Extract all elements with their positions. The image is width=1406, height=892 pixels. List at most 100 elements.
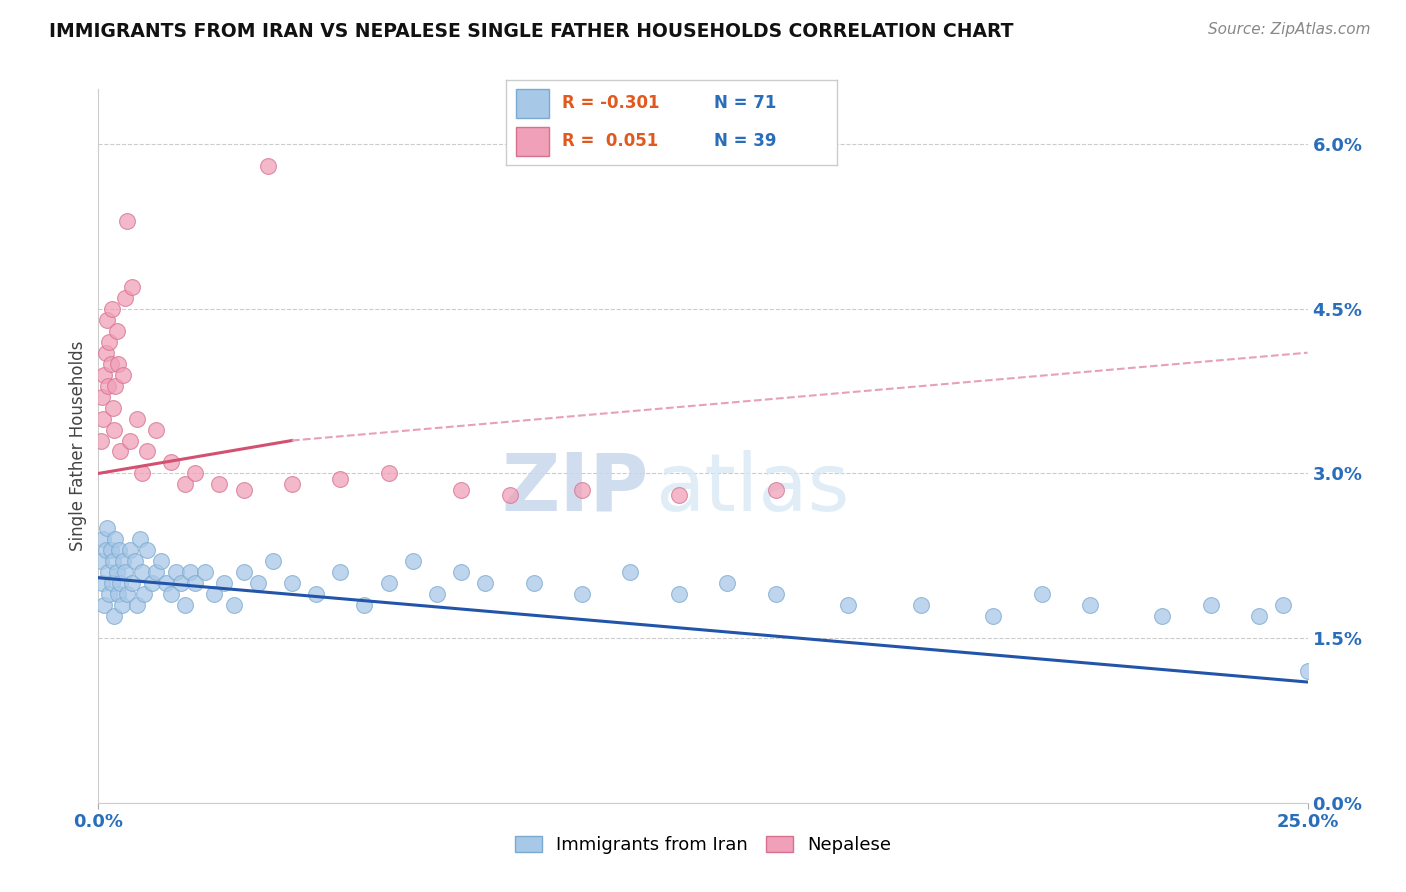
- Text: N = 39: N = 39: [714, 132, 778, 150]
- Point: [101, 401, 124, 415]
- Point: [93, 598, 115, 612]
- Point: [450, 566, 472, 580]
- Text: R = -0.301: R = -0.301: [562, 95, 659, 112]
- Text: R =  0.051: R = 0.051: [562, 132, 658, 150]
- Point: [145, 566, 167, 580]
- Point: [127, 598, 149, 612]
- Point: [571, 587, 593, 601]
- FancyBboxPatch shape: [516, 89, 550, 118]
- Point: [208, 477, 231, 491]
- Text: Source: ZipAtlas.com: Source: ZipAtlas.com: [1208, 22, 1371, 37]
- Point: [105, 566, 128, 580]
- Point: [145, 423, 167, 437]
- Point: [668, 488, 690, 502]
- Point: [765, 587, 787, 601]
- Point: [474, 576, 496, 591]
- Point: [111, 554, 134, 568]
- Point: [1249, 609, 1271, 624]
- Point: [91, 533, 114, 547]
- Point: [155, 576, 177, 591]
- Point: [107, 587, 129, 601]
- Text: N = 71: N = 71: [714, 95, 776, 112]
- Point: [135, 543, 157, 558]
- Point: [1152, 609, 1174, 624]
- Point: [179, 566, 201, 580]
- Point: [184, 467, 207, 481]
- Point: [111, 368, 134, 382]
- Point: [98, 334, 121, 349]
- Point: [114, 291, 136, 305]
- Point: [101, 576, 124, 591]
- Point: [111, 598, 134, 612]
- Point: [105, 324, 128, 338]
- Point: [281, 576, 304, 591]
- Point: [131, 467, 153, 481]
- Point: [212, 576, 235, 591]
- Point: [96, 521, 118, 535]
- Point: [90, 434, 112, 448]
- Point: [184, 576, 207, 591]
- Point: [117, 214, 139, 228]
- Point: [91, 576, 114, 591]
- Point: [118, 543, 141, 558]
- Point: [981, 609, 1004, 624]
- Point: [523, 576, 546, 591]
- Point: [174, 477, 197, 491]
- Point: [121, 280, 143, 294]
- Point: [353, 598, 375, 612]
- Point: [100, 357, 122, 371]
- Point: [91, 411, 114, 425]
- Point: [1296, 664, 1319, 678]
- Point: [118, 434, 141, 448]
- Point: [97, 566, 120, 580]
- Point: [668, 587, 690, 601]
- Point: [1199, 598, 1222, 612]
- Point: [910, 598, 932, 612]
- Point: [247, 576, 270, 591]
- Point: [329, 566, 352, 580]
- Point: [104, 378, 127, 392]
- Legend: Immigrants from Iran, Nepalese: Immigrants from Iran, Nepalese: [508, 829, 898, 862]
- Point: [108, 444, 131, 458]
- Point: [94, 543, 117, 558]
- Point: [103, 609, 125, 624]
- Point: [232, 483, 254, 497]
- Point: [305, 587, 328, 601]
- Point: [141, 576, 163, 591]
- Point: [94, 345, 117, 359]
- Point: [135, 444, 157, 458]
- Point: [256, 159, 278, 173]
- Point: [765, 483, 787, 497]
- Point: [104, 533, 127, 547]
- Point: [1078, 598, 1101, 612]
- Point: [1031, 587, 1053, 601]
- Point: [97, 378, 120, 392]
- Point: [117, 587, 139, 601]
- Point: [150, 554, 173, 568]
- Text: IMMIGRANTS FROM IRAN VS NEPALESE SINGLE FATHER HOUSEHOLDS CORRELATION CHART: IMMIGRANTS FROM IRAN VS NEPALESE SINGLE …: [49, 22, 1014, 41]
- Point: [134, 587, 156, 601]
- Point: [281, 477, 304, 491]
- Point: [96, 312, 118, 326]
- Y-axis label: Single Father Households: Single Father Households: [69, 341, 87, 551]
- Point: [232, 566, 254, 580]
- Point: [107, 357, 129, 371]
- Point: [90, 554, 112, 568]
- Point: [498, 488, 520, 502]
- Point: [174, 598, 197, 612]
- Point: [100, 543, 122, 558]
- Point: [1272, 598, 1295, 612]
- Point: [124, 554, 146, 568]
- Point: [194, 566, 217, 580]
- Point: [204, 587, 226, 601]
- Point: [128, 533, 150, 547]
- Point: [426, 587, 449, 601]
- Point: [107, 543, 129, 558]
- Point: [93, 368, 115, 382]
- Point: [222, 598, 245, 612]
- Point: [91, 390, 114, 404]
- Text: atlas: atlas: [655, 450, 849, 528]
- Point: [114, 566, 136, 580]
- Point: [160, 587, 183, 601]
- Point: [101, 554, 124, 568]
